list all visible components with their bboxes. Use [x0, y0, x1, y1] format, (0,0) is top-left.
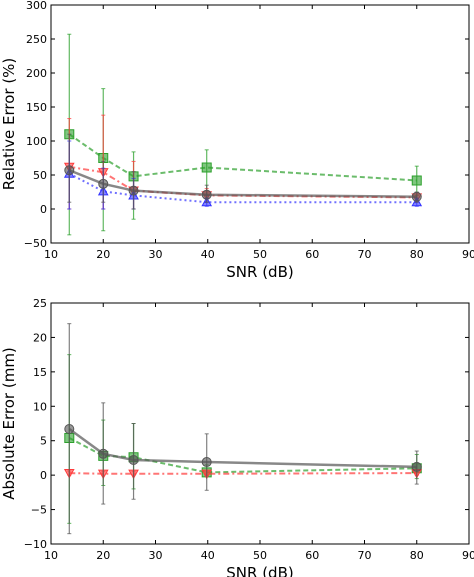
x-tick-label: 70 — [358, 549, 372, 562]
y-tick-label: 50 — [33, 169, 47, 182]
x-tick-label: 70 — [358, 248, 372, 261]
x-axis-label: SNR (dB) — [226, 263, 293, 281]
y-tick-label: 100 — [26, 135, 47, 148]
y-tick-label: −5 — [31, 504, 47, 517]
y-tick-label: 20 — [33, 331, 47, 344]
series-3 — [64, 323, 422, 535]
y-tick-label: 15 — [33, 366, 47, 379]
x-tick-label: 40 — [201, 549, 215, 562]
x-tick-label: 60 — [305, 248, 319, 261]
y-tick-label: 10 — [33, 400, 47, 413]
x-tick-label: 60 — [305, 549, 319, 562]
x-tick-label: 30 — [149, 549, 163, 562]
y-tick-label: 0 — [40, 469, 47, 482]
x-tick-label: 20 — [96, 248, 110, 261]
chart-1: 10 20 30 40 50 60 70 80 90 −50 0 50 100 150 200 250 300 S… — [0, 0, 474, 281]
x-tick-label: 80 — [410, 549, 424, 562]
data-point — [98, 448, 109, 459]
y-tick-label: 300 — [26, 0, 47, 12]
data-point — [98, 178, 109, 189]
data-point — [411, 461, 422, 472]
y-tick-label: 0 — [40, 203, 47, 216]
x-tick-label: 80 — [410, 248, 424, 261]
data-point — [411, 175, 422, 186]
series-line — [68, 133, 417, 182]
series-4 — [64, 133, 422, 210]
x-tick-label: 50 — [253, 549, 267, 562]
y-axis-label: Relative Error (%) — [0, 58, 18, 191]
plot-frame — [50, 302, 470, 545]
series-1 — [64, 354, 422, 524]
data-point — [201, 162, 212, 173]
series-1 — [64, 33, 422, 236]
x-tick-label: 90 — [462, 549, 474, 562]
x-tick-label: 40 — [201, 248, 215, 261]
data-point — [201, 457, 212, 468]
x-axis-label: SNR (dB) — [226, 564, 293, 577]
series-line — [68, 437, 417, 474]
series-3 — [63, 140, 423, 210]
chart-2: 10 20 30 40 50 60 70 80 90 −10 −5 0 5 10 15 20 25 SNR (dB… — [0, 297, 474, 577]
x-tick-label: 10 — [44, 549, 58, 562]
y-tick-label: 150 — [26, 101, 47, 114]
x-tick-label: 50 — [253, 248, 267, 261]
data-point — [64, 424, 75, 435]
y-tick-label: 5 — [40, 435, 47, 448]
y-axis-label: Absolute Error (mm) — [0, 347, 18, 500]
data-point — [411, 191, 422, 202]
data-point — [201, 189, 212, 200]
x-tick-label: 90 — [462, 248, 474, 261]
series-line — [68, 172, 417, 204]
x-tick-label: 30 — [149, 248, 163, 261]
plot-frame — [50, 4, 470, 244]
y-tick-label: 200 — [26, 67, 47, 80]
x-tick-label: 10 — [44, 248, 58, 261]
series-line — [68, 427, 417, 469]
y-tick-label: 25 — [33, 297, 47, 310]
y-tick-label: 250 — [26, 33, 47, 46]
y-tick-label: −50 — [24, 237, 47, 250]
series-line — [69, 472, 417, 475]
x-tick-label: 20 — [96, 549, 110, 562]
y-tick-label: −10 — [24, 538, 47, 551]
data-point — [64, 165, 75, 176]
data-point — [128, 185, 139, 196]
data-point — [128, 454, 139, 465]
